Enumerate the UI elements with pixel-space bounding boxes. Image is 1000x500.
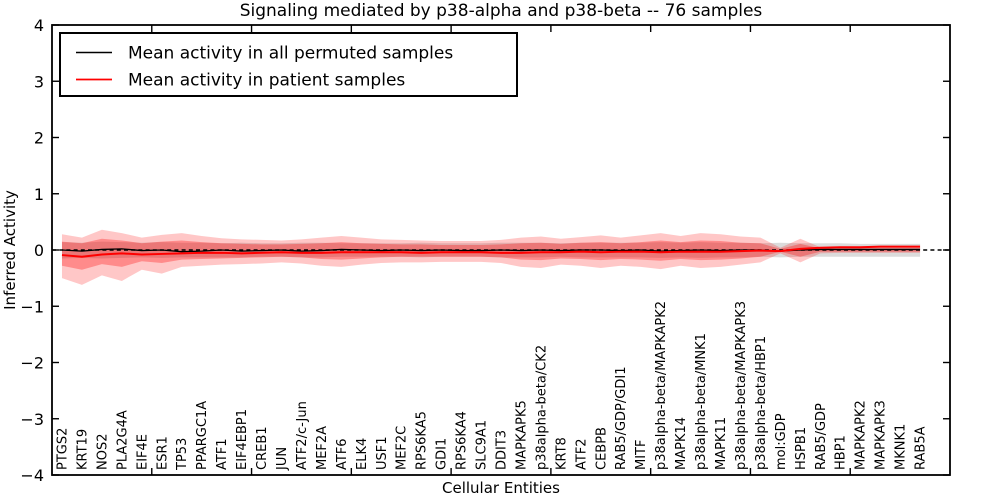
y-tick-label: −1 bbox=[20, 297, 44, 316]
x-category-label: NOS2 bbox=[95, 434, 110, 470]
legend: Mean activity in all permuted samples Me… bbox=[59, 32, 518, 97]
y-axis-label: Inferred Activity bbox=[1, 190, 19, 310]
x-category-label: PPARGC1A bbox=[195, 401, 210, 470]
x-category-label: MAPK14 bbox=[674, 417, 689, 470]
x-category-label: MEF2C bbox=[395, 426, 410, 470]
x-category-label: p38alpha-beta/CK2 bbox=[534, 345, 549, 470]
x-category-label: RAB5/GDP/GDI1 bbox=[614, 367, 629, 470]
x-category-label: p38alpha-beta/MAPKAPK2 bbox=[654, 301, 669, 470]
x-category-label: ELK4 bbox=[355, 438, 370, 470]
x-category-label: KRT19 bbox=[75, 429, 90, 470]
x-category-label: TP53 bbox=[175, 438, 190, 471]
y-tick-label: −2 bbox=[20, 354, 44, 373]
x-category-label: p38alpha-beta/MNK1 bbox=[694, 333, 709, 470]
x-category-label: p38alpha-beta/HBP1 bbox=[754, 336, 769, 470]
x-category-label: MAPKAPK3 bbox=[874, 400, 889, 470]
x-category-label: p38alpha-beta/MAPKAPK3 bbox=[734, 301, 749, 470]
x-category-label: HBP1 bbox=[834, 435, 849, 470]
y-tick-label: 2 bbox=[34, 129, 44, 148]
y-tick-label: −3 bbox=[20, 410, 44, 429]
patient-range-outer-band bbox=[61, 229, 921, 285]
legend-label-permuted: Mean activity in all permuted samples bbox=[128, 44, 453, 64]
x-category-label: MITF bbox=[634, 440, 649, 470]
y-tick-label: 0 bbox=[34, 241, 44, 260]
x-category-label: ATF2 bbox=[574, 438, 589, 470]
confidence-bands bbox=[61, 229, 921, 285]
x-category-label: MAPKAPK2 bbox=[854, 400, 869, 470]
x-category-label: MKNK1 bbox=[894, 424, 909, 470]
legend-box bbox=[59, 32, 518, 97]
x-category-label: HSPB1 bbox=[794, 427, 809, 470]
x-category-label: ESR1 bbox=[155, 436, 170, 470]
series-lines bbox=[61, 245, 921, 258]
x-category-label: ATF6 bbox=[335, 438, 350, 470]
tick-labels: 4 3 2 1 0 −1 −2 −3 −4 PTGS2 KRT19 NOS2 PLA2G4A EIF4E E… bbox=[20, 16, 928, 485]
x-category-label: DDIT3 bbox=[495, 430, 510, 470]
x-category-label: RPS6KA5 bbox=[415, 411, 430, 470]
patient-range-inner-band bbox=[61, 238, 921, 270]
x-category-label: MEF2A bbox=[315, 426, 330, 470]
x-category-label: GDI1 bbox=[435, 438, 450, 470]
x-category-label: EIF4EBP1 bbox=[235, 409, 250, 470]
x-category-label: PLA2G4A bbox=[115, 410, 130, 470]
axes-frame bbox=[51, 24, 951, 476]
series-line-patient bbox=[61, 245, 921, 258]
x-category-label: MAPKAPK5 bbox=[514, 400, 529, 470]
y-tick-label: 3 bbox=[34, 72, 44, 91]
y-tick-label: −4 bbox=[20, 466, 44, 485]
legend-label-patient: Mean activity in patient samples bbox=[128, 71, 405, 91]
x-category-label: RAB5/GDP bbox=[814, 403, 829, 470]
x-axis-label: Cellular Entities bbox=[442, 479, 560, 497]
x-category-label: MAPK11 bbox=[714, 417, 729, 470]
x-category-label: RAB5A bbox=[914, 426, 929, 470]
x-category-label: ATF1 bbox=[215, 438, 230, 470]
x-category-label: USF1 bbox=[375, 436, 390, 470]
x-category-label: mol:GDP bbox=[774, 413, 789, 470]
y-tick-label: 1 bbox=[34, 185, 44, 204]
x-category-label: CREB1 bbox=[255, 426, 270, 470]
x-category-label: PTGS2 bbox=[55, 428, 70, 470]
x-category-label: KRT8 bbox=[554, 437, 569, 470]
x-category-label: SLC9A1 bbox=[475, 420, 490, 470]
x-category-label: ATF2/c-Jun bbox=[295, 401, 310, 470]
x-category-label: CEBPB bbox=[594, 427, 609, 470]
y-tick-label: 4 bbox=[34, 16, 44, 35]
x-category-label: EIF4E bbox=[135, 434, 150, 470]
x-category-label: JUN bbox=[275, 447, 290, 471]
chart-title: Signaling mediated by p38-alpha and p38-… bbox=[240, 1, 763, 21]
x-category-label: RPS6KA4 bbox=[455, 411, 470, 470]
